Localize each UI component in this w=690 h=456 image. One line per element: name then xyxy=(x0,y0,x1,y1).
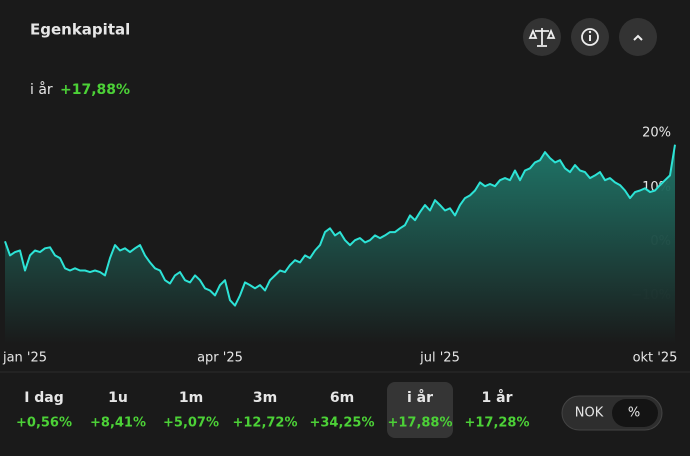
period-change: +0,56% xyxy=(16,416,72,431)
x-tick-label: okt '25 xyxy=(633,351,678,366)
area-fill xyxy=(5,144,675,344)
period-change: +5,07% xyxy=(163,416,219,431)
period-button[interactable]: 1m +5,07% xyxy=(163,390,219,431)
x-tick-label: jan '25 xyxy=(2,351,47,366)
period-change: +17,88% xyxy=(387,416,452,431)
period-button[interactable]: 6m +34,25% xyxy=(309,390,374,431)
period-button[interactable]: i år +17,88% xyxy=(387,382,453,438)
period-label: 6m xyxy=(330,390,354,406)
toggle-option[interactable]: % xyxy=(612,399,658,427)
x-tick-label: jul '25 xyxy=(419,351,460,366)
card-title: Egenkapital xyxy=(30,21,130,39)
period-selected-bg xyxy=(387,382,453,438)
y-tick-label: 20% xyxy=(642,126,671,141)
toggle-selected xyxy=(612,399,658,427)
period-button[interactable]: 1u +8,41% xyxy=(90,390,146,431)
period-change: +34,25% xyxy=(309,416,374,431)
summary-value: +17,88% xyxy=(60,82,130,98)
toggle-option[interactable]: NOK xyxy=(575,406,604,421)
period-button[interactable]: I dag +0,56% xyxy=(16,390,72,431)
collapse-button[interactable] xyxy=(619,18,657,56)
toggle-label: % xyxy=(628,406,640,421)
line xyxy=(4,144,676,307)
period-label: 1 år xyxy=(482,389,513,406)
period-button[interactable]: 1 år +17,28% xyxy=(464,389,529,431)
unit-toggle: NOK% xyxy=(561,395,663,431)
toggle-label: NOK xyxy=(575,406,604,421)
x-tick-label: apr '25 xyxy=(197,351,243,366)
period-change: +8,41% xyxy=(90,416,146,431)
period-selector: I dag +0,56% 1u +8,41% 1m +5,07% 3m +12,72% 6m +3… xyxy=(16,382,530,438)
period-label: i år xyxy=(407,389,433,406)
period-label: I dag xyxy=(24,390,64,406)
period-change: +12,72% xyxy=(232,416,297,431)
scale-button[interactable] xyxy=(523,18,561,56)
period-label: 1u xyxy=(108,390,128,406)
period-label: 1m xyxy=(179,390,203,406)
info-button[interactable] xyxy=(571,18,609,56)
period-change: +17,28% xyxy=(464,416,529,431)
period-button[interactable]: 3m +12,72% xyxy=(232,390,297,431)
period-label: 3m xyxy=(253,390,277,406)
summary-label: i år xyxy=(30,81,53,98)
